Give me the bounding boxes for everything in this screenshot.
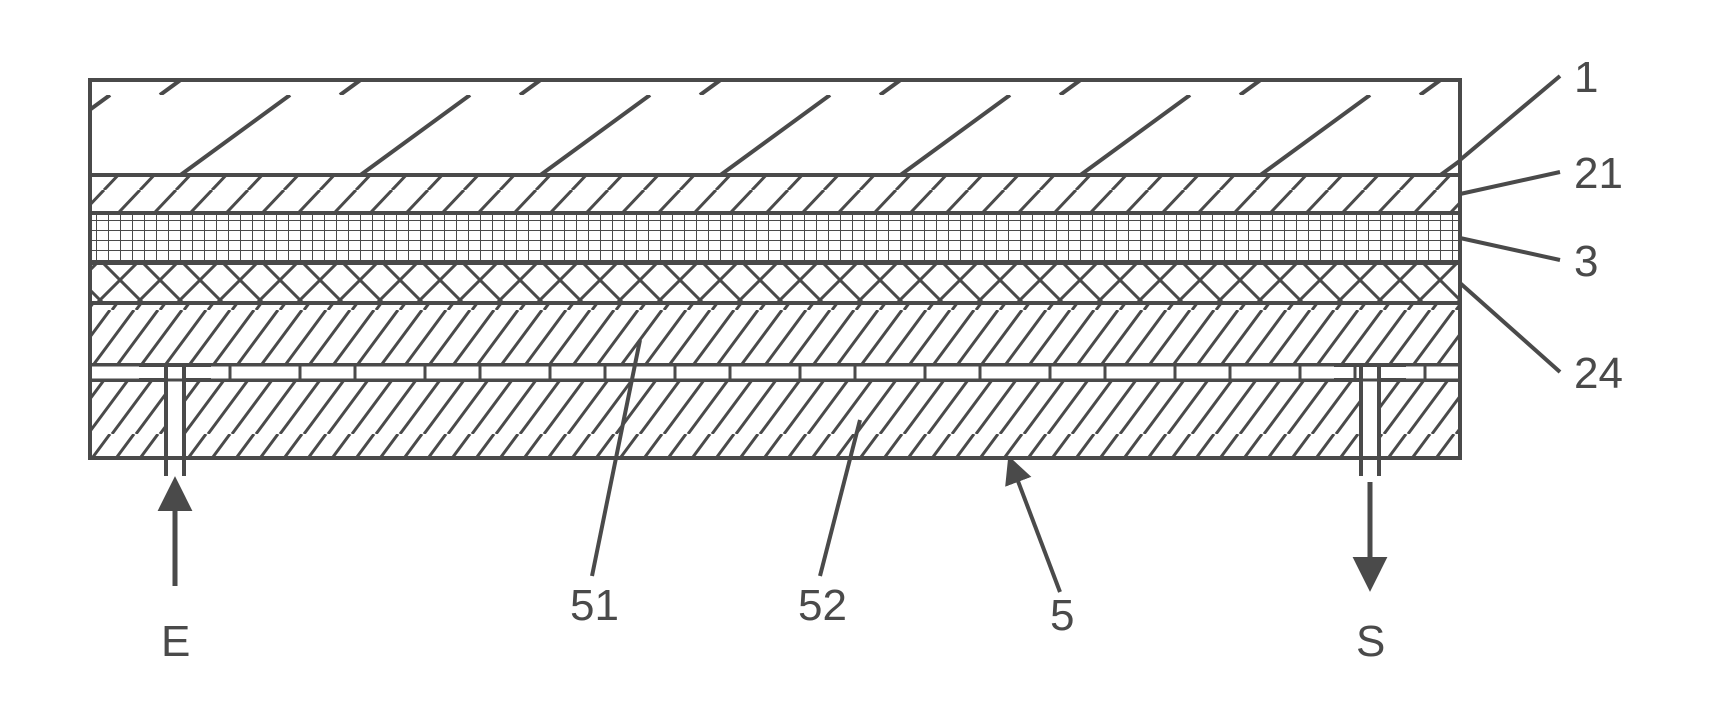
layer-1 <box>90 80 1460 175</box>
label-52: 52 <box>798 581 847 630</box>
label-51: 51 <box>570 581 619 630</box>
label-21: 21 <box>1574 149 1623 198</box>
channel-slot <box>1105 365 1175 380</box>
label-24: 24 <box>1574 349 1623 398</box>
channel-slot <box>230 365 300 380</box>
layer-24 <box>90 263 1460 303</box>
channel-slot <box>980 365 1050 380</box>
label-E: E <box>161 617 190 666</box>
channel-slot <box>480 365 550 380</box>
label-5: 5 <box>1050 591 1074 640</box>
leader-21 <box>1460 172 1560 194</box>
label-S: S <box>1356 617 1385 666</box>
leader-3 <box>1460 238 1560 260</box>
leader-1 <box>1460 76 1560 160</box>
channel-slot <box>355 365 425 380</box>
channel-slot <box>605 365 675 380</box>
label-3: 3 <box>1574 237 1598 286</box>
leader-24 <box>1460 283 1560 372</box>
channel-slot <box>730 365 800 380</box>
layer-52 <box>90 380 1460 458</box>
channel-slot <box>855 365 925 380</box>
layer-3 <box>90 213 1460 263</box>
layer-51 <box>90 303 1460 365</box>
layer-21 <box>90 175 1460 213</box>
label-1: 1 <box>1574 53 1598 102</box>
leader-5 <box>1010 460 1060 592</box>
channel-slot <box>1230 365 1300 380</box>
